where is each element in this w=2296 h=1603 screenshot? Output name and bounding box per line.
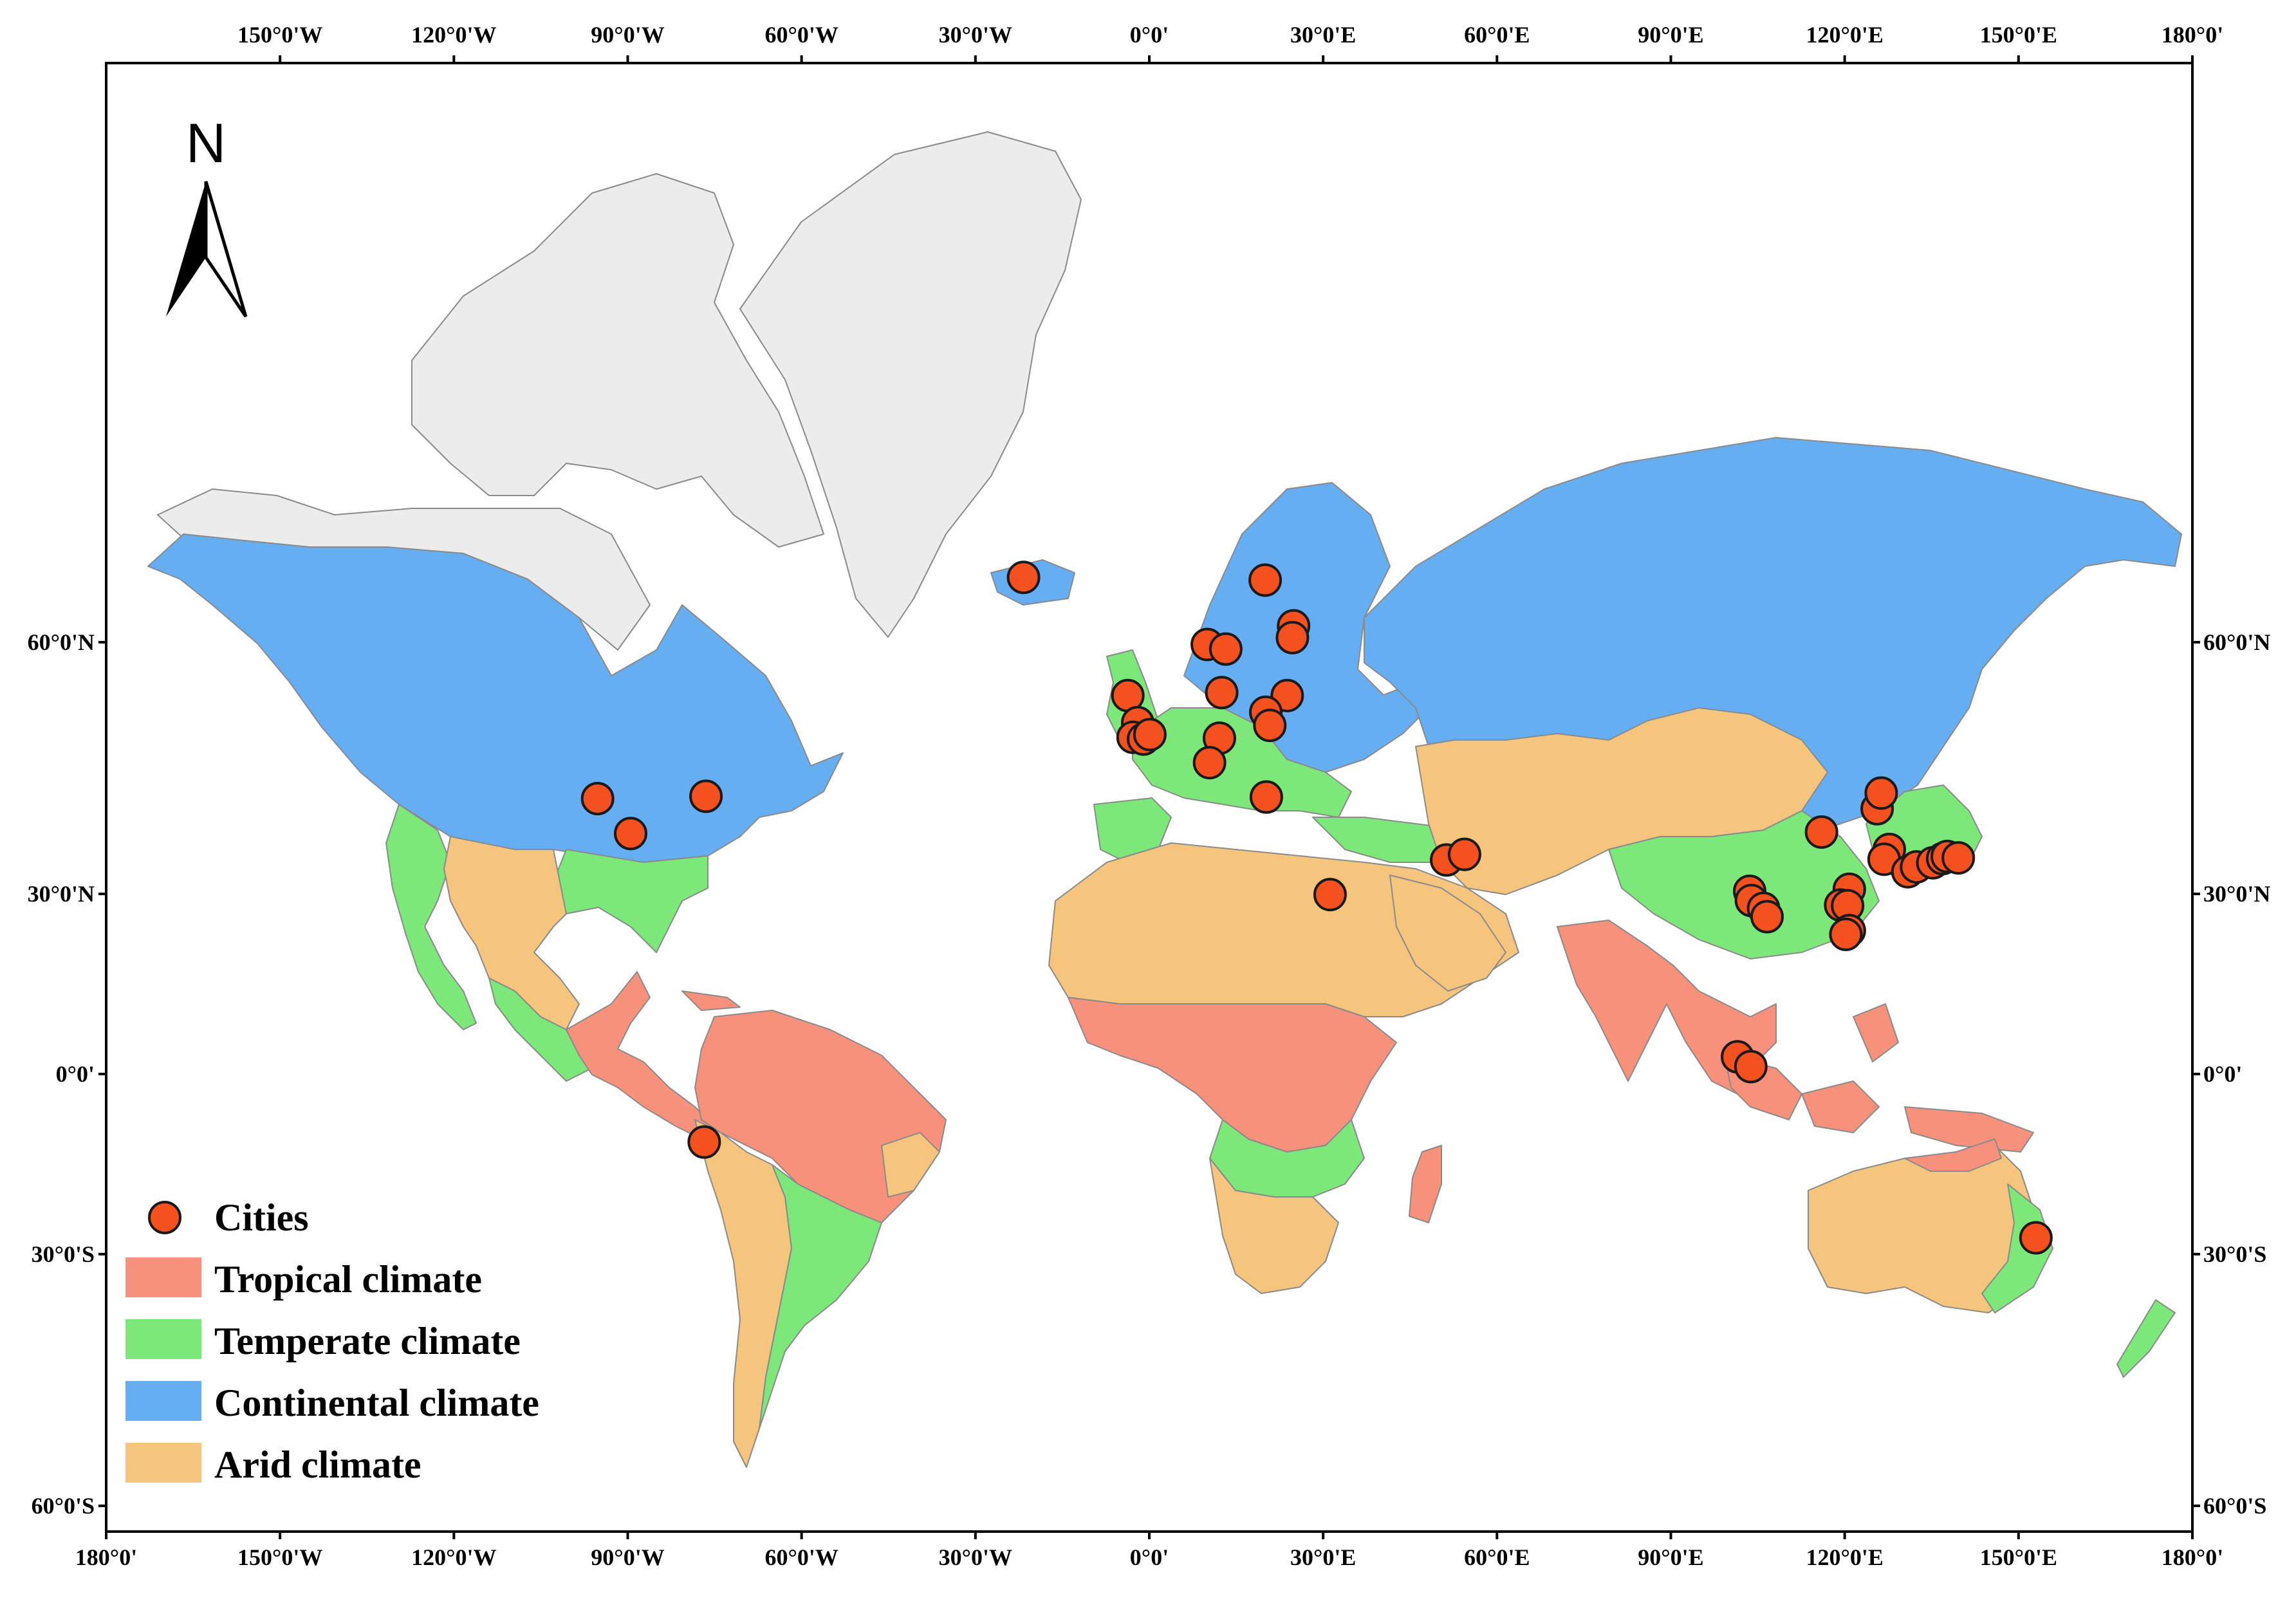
city-marker xyxy=(1829,917,1863,951)
lon-label-bottom: 30°0'W xyxy=(939,1544,1012,1570)
legend-patch-continental xyxy=(125,1381,201,1421)
lon-label-bottom: 150°0'E xyxy=(1980,1544,2057,1570)
lon-label-top: 30°0'W xyxy=(939,22,1012,48)
city-marker xyxy=(1006,561,1041,595)
lon-label-bottom: 0°0' xyxy=(1130,1544,1169,1570)
south-america-arid-east xyxy=(881,1132,940,1198)
lon-label-bottom: 60°0'E xyxy=(1464,1544,1530,1570)
land-layer xyxy=(147,131,2182,1468)
lat-label-left: 30°0'S xyxy=(32,1241,95,1267)
cities-layer xyxy=(580,561,2053,1255)
city-marker xyxy=(1208,632,1243,666)
legend: Cities Tropical climate Temperate climat… xyxy=(125,1196,539,1486)
lon-label-bottom: 120°0'W xyxy=(411,1544,496,1570)
north-arrow-icon xyxy=(166,181,248,318)
lon-label-top: 120°0'E xyxy=(1806,22,1883,48)
graticule-ticks: 150°0'W 120°0'W 90°0'W 60°0'W 30°0'W 0°0' 30°0… xyxy=(28,22,2271,1570)
arabia-arid xyxy=(1389,875,1506,992)
australia-temperate xyxy=(1981,1183,2053,1313)
lon-label-top: 150°0'W xyxy=(237,22,322,48)
legend-label-continental: Continental climate xyxy=(214,1382,539,1424)
lon-label-top: 120°0'W xyxy=(411,22,496,48)
south-america-temperate xyxy=(759,1164,882,1429)
legend-item-cities: Cities xyxy=(148,1196,309,1239)
lat-label-right: 30°0'S xyxy=(2203,1241,2266,1267)
city-marker xyxy=(1248,563,1282,597)
lat-label-left: 30°0'N xyxy=(28,881,95,907)
central-america-tropical xyxy=(566,971,715,1140)
lon-label-top: 90°0'E xyxy=(1638,22,1703,48)
legend-city-symbol xyxy=(148,1201,181,1234)
lon-label-bottom: 120°0'E xyxy=(1806,1544,1883,1570)
lon-label-top: 90°0'W xyxy=(591,22,664,48)
legend-patch-temperate xyxy=(125,1319,201,1359)
legend-label-temperate: Temperate climate xyxy=(214,1320,521,1362)
legend-label-tropical: Tropical climate xyxy=(214,1258,482,1301)
city-marker xyxy=(1734,1050,1768,1084)
city-marker xyxy=(1941,841,1976,875)
city-marker xyxy=(1750,900,1784,934)
city-marker xyxy=(1275,620,1310,654)
lon-label-bottom: 30°0'E xyxy=(1290,1544,1356,1570)
lon-label-bottom: 150°0'W xyxy=(237,1544,322,1570)
city-marker xyxy=(1205,676,1239,710)
lat-label-right: 0°0' xyxy=(2203,1061,2242,1087)
new-zealand xyxy=(2116,1299,2176,1378)
lat-label-right: 30°0'N xyxy=(2203,881,2270,907)
australia-tropical-north xyxy=(1904,1138,2002,1172)
city-marker xyxy=(1249,780,1283,814)
lon-label-top: 60°0'E xyxy=(1464,22,1530,48)
legend-label-cities: Cities xyxy=(214,1196,309,1239)
lat-label-left: 60°0'S xyxy=(32,1493,95,1519)
madagascar xyxy=(1409,1145,1442,1223)
lon-label-top: 180°0' xyxy=(2162,22,2223,48)
city-marker xyxy=(1447,837,1481,871)
lat-label-left: 0°0' xyxy=(56,1061,95,1087)
city-marker xyxy=(1253,709,1287,743)
lon-label-top: 30°0'E xyxy=(1290,22,1356,48)
north-arrow-label: N xyxy=(186,113,226,174)
legend-item-temperate: Temperate climate xyxy=(125,1319,521,1362)
lat-label-right: 60°0'S xyxy=(2203,1493,2266,1519)
city-marker xyxy=(1133,718,1167,752)
legend-patch-tropical xyxy=(125,1257,201,1297)
city-marker xyxy=(2019,1221,2053,1255)
lat-label-left: 60°0'N xyxy=(28,629,95,655)
lon-label-bottom: 90°0'E xyxy=(1638,1544,1703,1570)
lat-label-right: 60°0'N xyxy=(2203,629,2270,655)
city-marker xyxy=(1804,815,1838,849)
legend-item-tropical: Tropical climate xyxy=(125,1257,482,1301)
city-marker xyxy=(689,779,723,813)
city-marker xyxy=(580,782,615,816)
lon-label-top: 150°0'E xyxy=(1980,22,2057,48)
arctic-islands xyxy=(411,173,824,548)
africa-south-arid xyxy=(1209,1158,1339,1294)
north-america-continental xyxy=(147,533,844,863)
greenland-land xyxy=(739,131,1082,638)
lon-label-top: 0°0' xyxy=(1130,22,1169,48)
lon-label-top: 60°0'W xyxy=(764,22,838,48)
legend-patch-arid xyxy=(125,1443,201,1483)
lon-label-bottom: 90°0'W xyxy=(591,1544,664,1570)
legend-item-arid: Arid climate xyxy=(125,1443,421,1486)
legend-label-arid: Arid climate xyxy=(214,1443,421,1486)
city-marker xyxy=(687,1125,721,1159)
legend-item-continental: Continental climate xyxy=(125,1381,539,1424)
lon-label-bottom: 180°0' xyxy=(2162,1544,2223,1570)
city-marker xyxy=(1864,776,1898,810)
city-marker xyxy=(1313,878,1347,912)
city-marker xyxy=(1192,746,1227,780)
city-marker xyxy=(614,817,648,851)
lon-label-bottom: 60°0'W xyxy=(764,1544,838,1570)
lon-label-bottom: 180°0' xyxy=(75,1544,137,1570)
maritime-asia-tropical xyxy=(1724,1003,2034,1153)
north-arrow: N xyxy=(166,113,248,318)
